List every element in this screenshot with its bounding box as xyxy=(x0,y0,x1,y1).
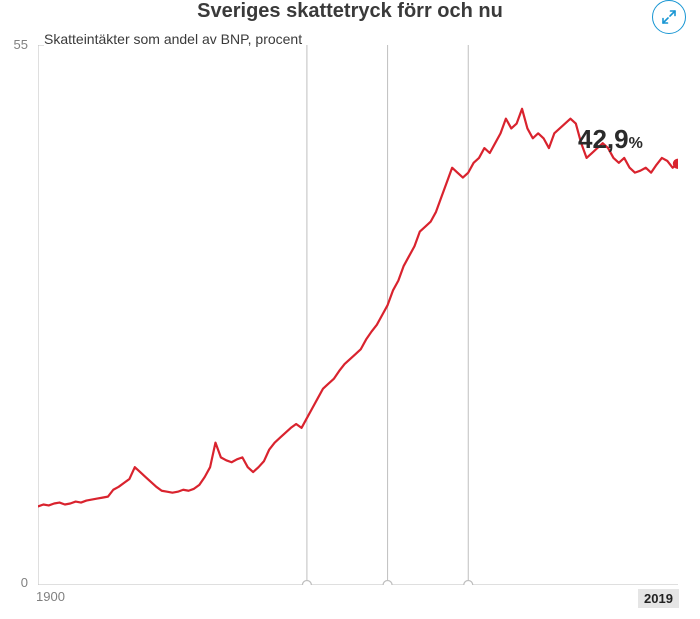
grid-handle[interactable] xyxy=(383,581,392,586)
y-axis-label-min: 0 xyxy=(0,575,28,590)
grid-handle[interactable] xyxy=(302,581,311,586)
callout-suffix: % xyxy=(629,135,643,152)
chart-title: Sveriges skattetryck förr och nu xyxy=(0,0,700,23)
x-axis-label-end: 2019 xyxy=(638,589,679,608)
value-callout: 42,9% xyxy=(578,124,643,155)
y-axis-label-max: 55 xyxy=(0,37,28,52)
callout-value: 42,9 xyxy=(578,124,629,154)
expand-button[interactable] xyxy=(652,0,686,34)
data-line xyxy=(38,109,678,507)
grid-handle[interactable] xyxy=(464,581,473,586)
expand-icon xyxy=(661,9,677,25)
x-axis-label-start: 1900 xyxy=(36,589,65,604)
